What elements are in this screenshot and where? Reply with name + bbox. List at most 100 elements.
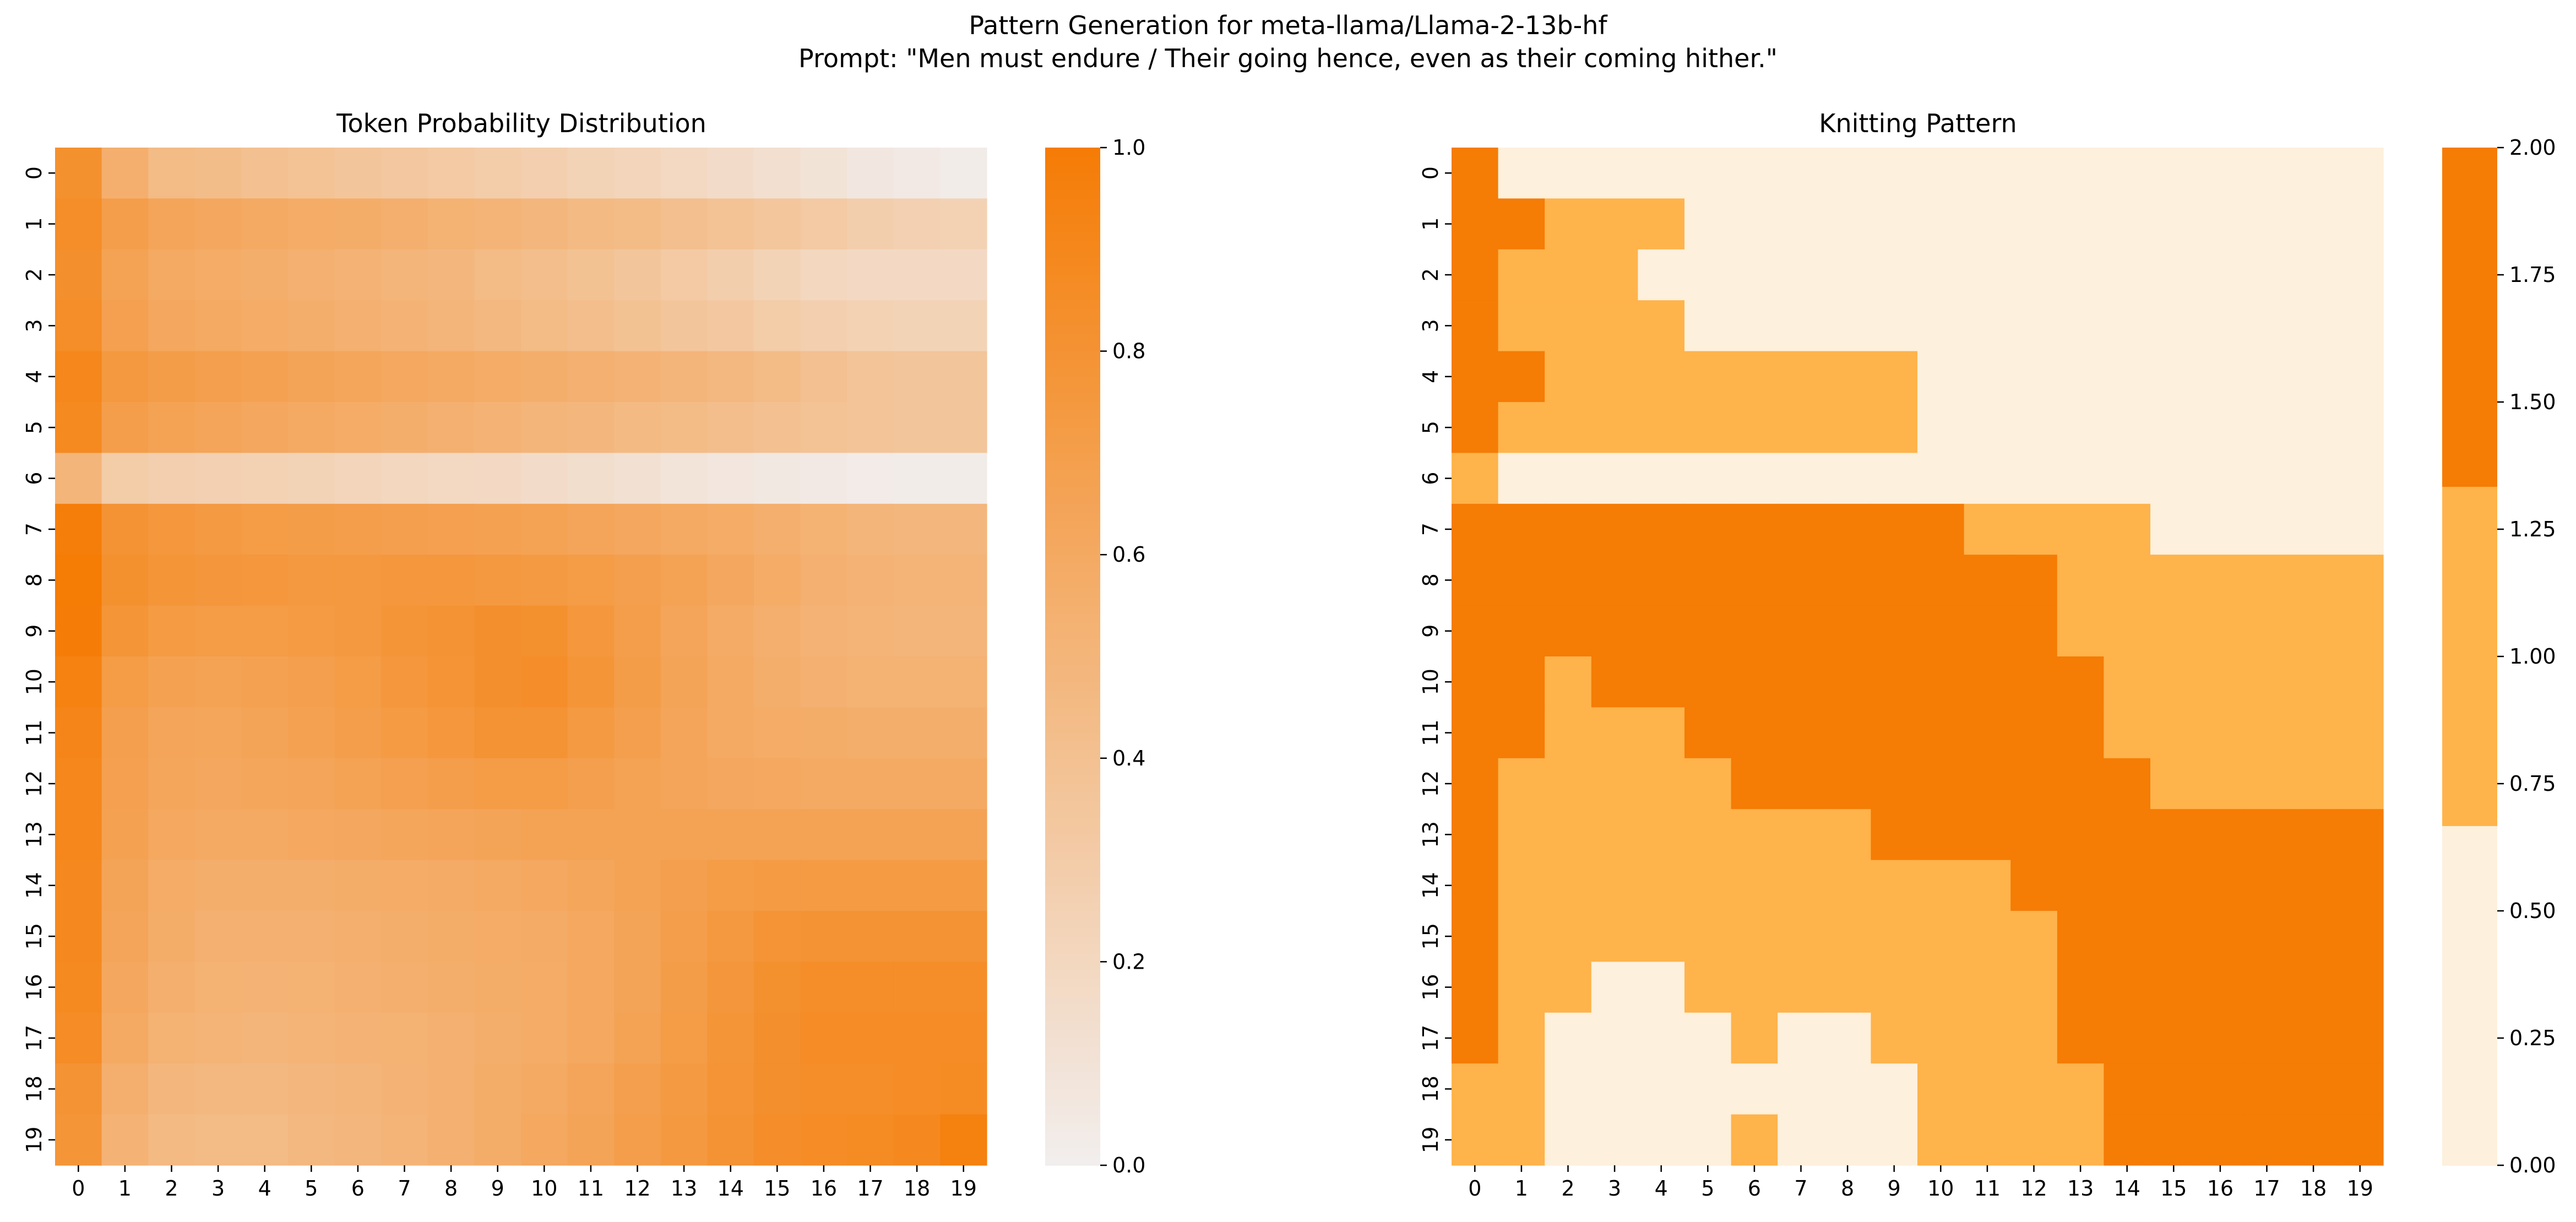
heatmap-cell [427,300,475,352]
heatmap-cell [194,198,242,250]
heatmap-cell [334,148,382,199]
heatmap-cell [800,300,847,352]
heatmap-cell [241,1063,289,1115]
heatmap-cell [381,860,428,911]
colorbar-segment [1045,758,1100,767]
x-tick-label: 8 [1841,1176,1854,1201]
heatmap-cell [194,555,242,606]
heatmap-cell [893,555,941,606]
heatmap-cell [2010,1012,2058,1064]
colorbar-segment [1045,207,1100,216]
heatmap-cell [1917,351,1965,403]
heatmap-cell [893,707,941,759]
heatmap-cell [2150,453,2198,504]
heatmap-cell [2150,198,2198,250]
heatmap-cell [381,198,428,250]
heatmap-cell [2290,351,2337,403]
heatmap-cell [521,605,568,657]
heatmap-cell [55,911,102,962]
heatmap-cell [194,1114,242,1166]
heatmap-cell [660,605,708,657]
heatmap-cell [55,605,102,657]
heatmap-cell [288,911,335,962]
heatmap-cell [427,555,475,606]
heatmap-cell [1545,300,1592,352]
heatmap-cell [1591,503,1638,555]
heatmap-cell [2057,1063,2104,1115]
heatmap-cell [940,656,987,708]
heatmap-cell [893,503,941,555]
colorbar-segment [1045,478,1100,487]
heatmap-cell [1638,911,1685,962]
heatmap-cell [2197,707,2244,759]
heatmap-cell [194,809,242,861]
y-tick-label: 4 [22,370,46,383]
heatmap-cell [1498,758,1545,810]
x-tick-label: 17 [2253,1176,2280,1201]
heatmap-cell [1591,1012,1638,1064]
x-tick-label: 3 [211,1176,225,1201]
heatmap-cell [241,351,289,403]
x-tick-label: 16 [2207,1176,2233,1201]
heatmap-cell [1964,707,2011,759]
heatmap-cell [1684,198,1732,250]
heatmap-cell [1731,1063,1778,1115]
heatmap-cell [2010,758,2058,810]
heatmap-cell [2197,402,2244,453]
heatmap-cell [2010,911,2058,962]
heatmap-cell [101,351,149,403]
heatmap-cell [614,1114,661,1166]
colorbar-segment [1045,1148,1100,1158]
heatmap-cell [474,1012,521,1064]
heatmap-cell [194,351,242,403]
heatmap-cell [55,962,102,1013]
heatmap-cell [1964,148,2011,199]
heatmap-cell [148,198,195,250]
heatmap-cell [1545,1012,1592,1064]
heatmap-cell [754,860,801,911]
heatmap-cell [1591,453,1638,504]
x-tick-label: 6 [1748,1176,1761,1201]
heatmap-cell [1452,351,1499,403]
heatmap-cell [2150,402,2198,453]
heatmap-cell [1545,148,1592,199]
heatmap-cell [2336,351,2384,403]
heatmap-cell [1452,503,1499,555]
heatmap-cell [1871,605,1918,657]
heatmap-cell [1964,656,2011,708]
heatmap-cell [754,911,801,962]
heatmap-cell [2057,758,2104,810]
heatmap-cell [707,860,754,911]
heatmap-cell [1824,656,1871,708]
heatmap-cell [2010,351,2058,403]
heatmap-cell [614,809,661,861]
colorbar-segment [1045,1063,1100,1073]
colorbar-segment [2442,826,2497,1166]
colorbar-tick-label: 0.8 [1112,339,1145,363]
heatmap-cell [2197,555,2244,606]
heatmap-cell [2057,1012,2104,1064]
heatmap-cell [1778,1114,1825,1166]
heatmap-cell [800,1012,847,1064]
colorbar-segment [1045,410,1100,420]
heatmap-cell [614,503,661,555]
heatmap-cell [660,300,708,352]
heatmap-cell [1545,656,1592,708]
heatmap-cell [1964,758,2011,810]
colorbar-segment [1045,334,1100,343]
heatmap-cell [2336,503,2384,555]
colorbar-segment [1045,308,1100,318]
colorbar-segment [1045,300,1100,309]
heatmap-cell [2104,148,2151,199]
heatmap-cell [940,249,987,301]
heatmap-cell [2290,402,2337,453]
heatmap-cell [474,300,521,352]
heatmap-cell [754,1012,801,1064]
heatmap-cell [893,148,941,199]
y-tick-label: 13 [1419,821,1443,848]
heatmap-cell [940,707,987,759]
heatmap-cell [893,1012,941,1064]
heatmap-cell [2010,198,2058,250]
colorbar-segment [1045,1012,1100,1022]
heatmap-cell [660,656,708,708]
